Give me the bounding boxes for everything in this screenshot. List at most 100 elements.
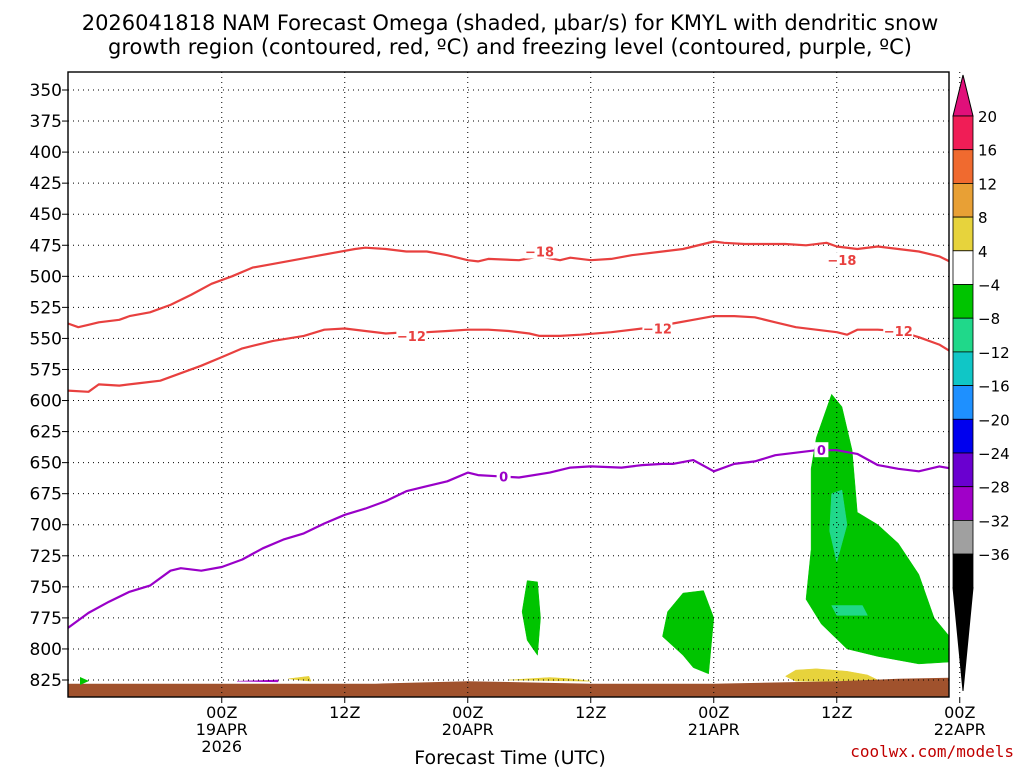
gridlines: [68, 72, 961, 697]
chart-title-line-1: 2026041818 NAM Forecast Omega (shaded, μ…: [82, 11, 939, 35]
xtick-label-72-1: 22APR: [934, 720, 986, 739]
xtick-label-48-1: 21APR: [688, 720, 740, 739]
xtick-label-24-1: 20APR: [442, 720, 494, 739]
x-axis-label: Forecast Time (UTC): [414, 747, 605, 768]
xtick-label-60-0: 12Z: [821, 703, 852, 722]
colorbar-label-5: −4: [978, 277, 1000, 295]
ytick-label-450: 450: [30, 205, 62, 225]
contour-label-bg-3: [642, 320, 673, 336]
ytick-label-750: 750: [30, 578, 62, 598]
ytick-label-550: 550: [30, 329, 62, 349]
ytick-label-575: 575: [30, 360, 62, 380]
contour-label-2: −12: [397, 330, 426, 345]
ytick-label-675: 675: [30, 485, 62, 505]
contour-label-bg-2: [396, 327, 427, 343]
ytick-label-475: 475: [30, 236, 62, 256]
colorbar-swatch-10: [952, 452, 974, 488]
colorbar-label-13: −36: [978, 546, 1010, 564]
colorbar-swatch-5: [952, 284, 974, 319]
colorbar-swatch-4: [952, 250, 974, 285]
colorbar-top-arrow: [952, 74, 974, 117]
shade-upslope-yellow: [1013, 127, 1021, 350]
shade-surface-yellow-c: [508, 677, 591, 682]
shade-ascent-core-teal: [829, 489, 848, 563]
contour-label-4: −12: [884, 325, 913, 340]
ytick-label-625: 625: [30, 423, 62, 443]
shade-surface-yellow-a: [784, 668, 878, 682]
contour-label-5: 0: [499, 470, 508, 485]
xtick-label-0-1: 19APR: [196, 720, 248, 739]
xtick-label-12-0: 12Z: [329, 703, 360, 722]
colorbar-swatch-3: [952, 216, 974, 252]
contour-label-6: 0: [817, 444, 826, 459]
terrain-layer: [68, 677, 949, 697]
ytick-label-800: 800: [30, 640, 62, 660]
contour-label-3: −12: [643, 322, 672, 337]
contour-label-bg-0: [524, 243, 555, 259]
colorbar-swatch-8: [952, 385, 974, 420]
colorbar-swatch-11: [952, 486, 974, 521]
xtick-label-36-0: 12Z: [575, 703, 606, 722]
initial-time-marker: [80, 677, 89, 685]
ytick-label-350: 350: [30, 81, 62, 101]
contour-label-bg-5: [496, 468, 511, 484]
ytick-label-600: 600: [30, 392, 62, 412]
shade-blob-21apr: [662, 590, 715, 675]
colorbar-label-0: 20: [978, 108, 997, 126]
shade-surface-purple: [237, 679, 279, 683]
xtick-label-0-2: 2026: [201, 737, 242, 756]
colorbar-bottom-arrow: [952, 587, 974, 692]
contour-label-bg-1: [826, 252, 857, 268]
shade-ascent-core-green: [805, 393, 949, 665]
ytick-label-425: 425: [30, 174, 62, 194]
contour-dgz-warm: [68, 240, 949, 329]
shade-surface-yellow-b: [288, 676, 312, 682]
ytick-label-375: 375: [30, 112, 62, 132]
xtick-label-0-0: 00Z: [206, 703, 237, 722]
colorbar-label-12: −32: [978, 512, 1010, 530]
colorbar-label-3: 8: [978, 209, 988, 227]
shade-blob-20apr: [521, 580, 541, 656]
colorbar-label-1: 16: [978, 142, 997, 160]
colorbar-label-6: −8: [978, 310, 1000, 328]
colorbar-swatch-2: [952, 182, 974, 218]
ytick-label-725: 725: [30, 547, 62, 567]
omega-shading: [237, 127, 1021, 683]
xtick-label-24-0: 00Z: [452, 703, 483, 722]
contour-label-0: −18: [525, 245, 554, 260]
ytick-label-400: 400: [30, 143, 62, 163]
colorbar-swatch-0: [952, 115, 974, 151]
colorbar-label-10: −24: [978, 445, 1010, 463]
colorbar: 20 16 12 8 4 −4 −8 −12 −16 −20 −24 −28 −32 −36: [952, 74, 1010, 692]
chart-title-line-2: growth region (contoured, red, ºC) and f…: [108, 35, 912, 59]
ytick-label-525: 525: [30, 298, 62, 318]
ytick-label-700: 700: [30, 516, 62, 536]
contour-label-1: −18: [827, 254, 856, 269]
contour-lines: [68, 240, 949, 629]
contour-dgz-cold: [68, 315, 949, 393]
colorbar-swatch-1: [952, 149, 974, 184]
colorbar-label-2: 12: [978, 175, 997, 193]
ytick-label-825: 825: [30, 671, 62, 691]
colorbar-swatch-9: [952, 418, 974, 454]
colorbar-label-4: 4: [978, 243, 988, 261]
credit-text: coolwx.com/models: [850, 742, 1014, 761]
contour-label-bg-6: [814, 442, 829, 458]
colorbar-label-9: −20: [978, 411, 1010, 429]
contour-label-bg-4: [883, 322, 914, 338]
y-axis: 350 375 400 425 450 475 500 525 550 575 600 625 650 6…: [30, 81, 68, 691]
colorbar-swatch-12: [952, 520, 974, 555]
shade-upslope-orange: [1017, 239, 1021, 326]
ytick-label-775: 775: [30, 609, 62, 629]
contour-freezing-level: [68, 449, 949, 629]
contour-labels: −18 −18 −12 −12 −12 0 0: [396, 243, 914, 485]
plot-frame: [67, 71, 950, 698]
colorbar-label-7: −12: [978, 344, 1010, 362]
colorbar-swatch-7: [952, 351, 974, 386]
ytick-label-650: 650: [30, 454, 62, 474]
ytick-label-500: 500: [30, 267, 62, 287]
xtick-label-72-0: 00Z: [944, 703, 975, 722]
terrain-fill: [68, 677, 949, 697]
